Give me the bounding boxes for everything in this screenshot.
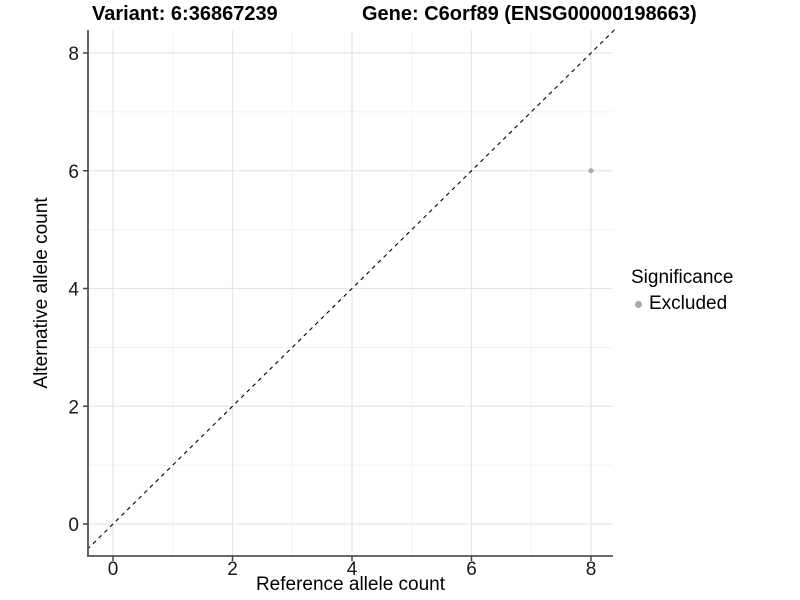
y-tick-label: 6: [68, 162, 79, 183]
legend: Significance Excluded: [631, 266, 733, 316]
variant-title: Variant: 6:36867239: [92, 3, 278, 25]
x-tick-label: 8: [586, 559, 597, 580]
y-tick-label: 4: [68, 280, 79, 301]
legend-title: Significance: [631, 267, 734, 288]
y-tick-label: 0: [68, 515, 79, 536]
identity-line: [86, 27, 617, 550]
x-tick-label: 4: [347, 559, 358, 580]
x-tick-label: 0: [108, 559, 119, 580]
gene-title: Gene: C6orf89 (ENSG00000198663): [362, 3, 697, 25]
data-point: [588, 168, 594, 174]
y-tick-label: 2: [68, 397, 79, 418]
legend-item-label: Excluded: [649, 293, 728, 314]
y-tick-label: 8: [68, 44, 79, 65]
x-axis-title: Reference allele count: [255, 574, 446, 595]
x-tick-label: 6: [466, 559, 477, 580]
y-axis-title: Alternative allele count: [31, 197, 52, 389]
legend-item-excluded: Excluded: [631, 292, 733, 316]
legend-point-icon: [635, 300, 642, 308]
x-tick-label: 2: [227, 559, 238, 580]
